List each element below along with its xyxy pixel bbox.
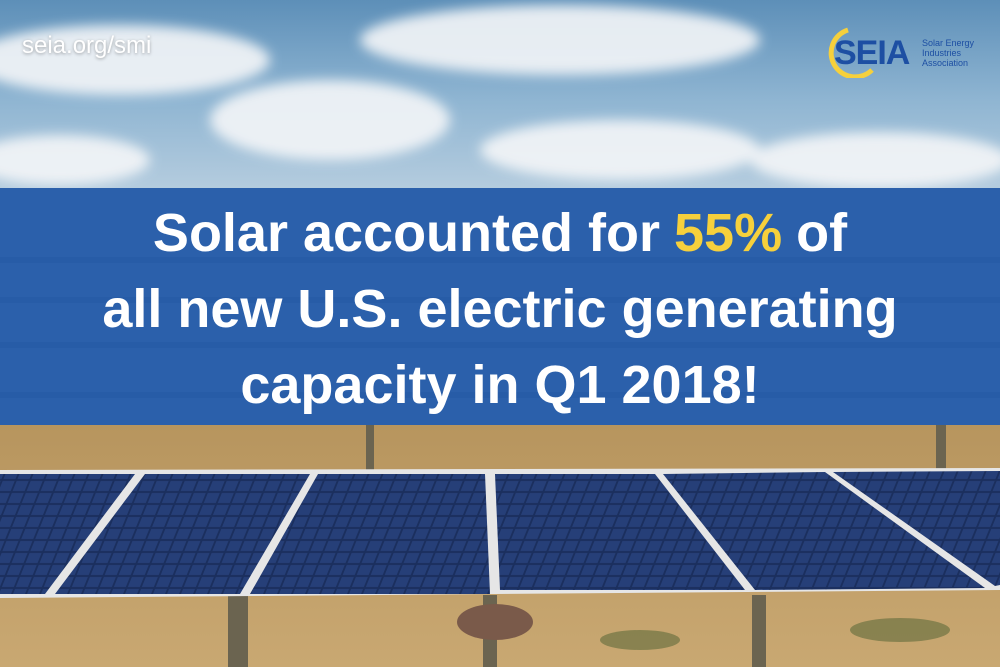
headline-line: capacity in Q1 2018! xyxy=(0,347,1000,423)
logo-subtitle: Solar Energy Industries Association xyxy=(922,38,974,68)
logo-mark: SEIA xyxy=(834,34,910,72)
logo-line: Solar Energy xyxy=(922,38,975,48)
logo: SEIA Solar Energy Industries Association xyxy=(818,22,1000,78)
logo-line: Association xyxy=(922,58,969,68)
logo-ring xyxy=(828,27,874,78)
headline-text: capacity in Q1 2018! xyxy=(240,355,760,415)
headline: Solar accounted for 55% of all new U.S. ele… xyxy=(0,195,1000,423)
logo-line: Industries xyxy=(922,48,962,58)
headline-text: of xyxy=(796,203,848,263)
headline-line: Solar accounted for 55% of xyxy=(0,195,1000,271)
headline-highlight: 55% xyxy=(674,203,783,263)
headline-text: Solar accounted for xyxy=(152,203,661,263)
url: seia.org/smi xyxy=(22,32,152,59)
banner xyxy=(0,188,1000,425)
headline-text: all new U.S. electric generating xyxy=(102,279,898,339)
headline-line: all new U.S. electric generating xyxy=(0,271,1000,347)
